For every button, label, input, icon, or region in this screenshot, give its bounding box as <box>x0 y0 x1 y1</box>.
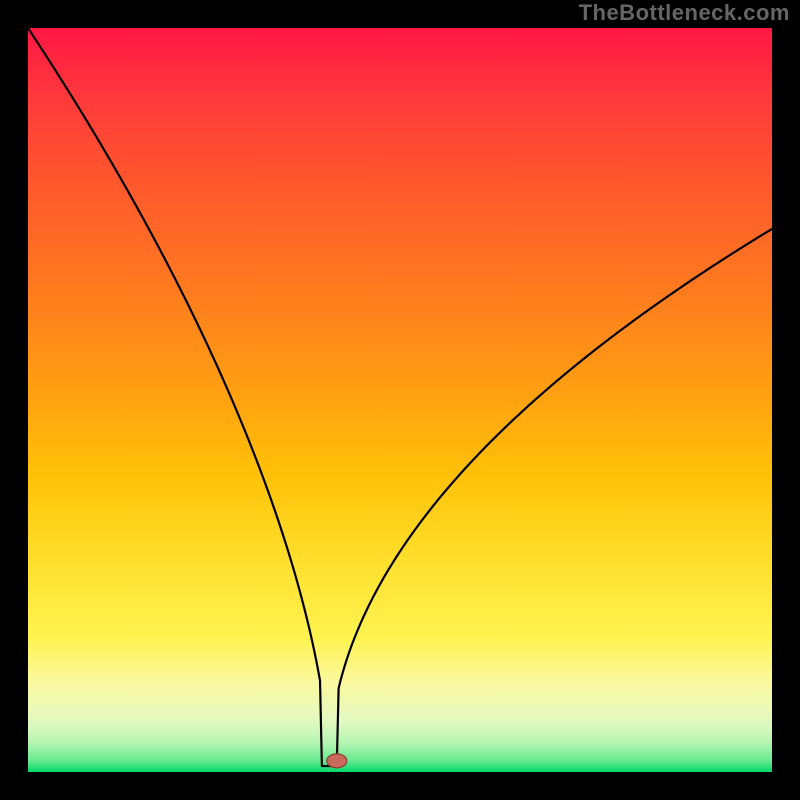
chart-container: TheBottleneck.com <box>0 0 800 800</box>
plot-area <box>28 28 772 772</box>
plot-svg <box>28 28 772 772</box>
watermark-text: TheBottleneck.com <box>579 0 790 26</box>
gradient-background <box>28 28 772 772</box>
minimum-marker <box>327 754 347 768</box>
